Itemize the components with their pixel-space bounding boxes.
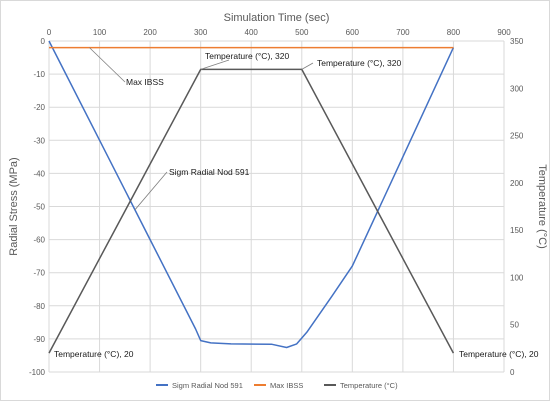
legend-label: Temperature (°C) <box>340 381 398 390</box>
left-tick-label: -100 <box>29 368 46 377</box>
annotation-label: Max IBSS <box>126 77 164 87</box>
right-tick-label: 100 <box>510 273 524 282</box>
annotation-label: Temperature (°C), 20 <box>54 349 134 359</box>
top-tick-label: 0 <box>47 28 52 37</box>
annotation-label: Temperature (°C), 320 <box>205 51 289 61</box>
top-tick-label: 700 <box>396 28 410 37</box>
top-tick-label: 600 <box>346 28 360 37</box>
annotation-leader-line <box>134 171 168 211</box>
left-tick-label: -20 <box>33 103 45 112</box>
temperature-series-line <box>48 68 455 354</box>
left-tick-label: 0 <box>41 37 46 46</box>
legend-label: Sigm Radial Nod 591 <box>172 381 243 390</box>
annotation-label: Sigm Radial Nod 591 <box>169 167 250 177</box>
top-tick-label: 900 <box>497 28 511 37</box>
left-tick-label: -60 <box>33 236 45 245</box>
left-tick-label: -10 <box>33 70 45 79</box>
left-tick-label: -80 <box>33 302 45 311</box>
top-tick-label: 400 <box>245 28 259 37</box>
right-tick-label: 300 <box>510 84 524 93</box>
left-tick-label: -70 <box>33 269 45 278</box>
top-axis-title: Simulation Time (sec) <box>224 12 330 24</box>
top-tick-label: 800 <box>447 28 461 37</box>
top-tick-label: 200 <box>143 28 157 37</box>
annotation-label: Temperature (°C), 20 <box>459 349 539 359</box>
left-tick-label: -90 <box>33 335 45 344</box>
annotation-leader-line <box>301 62 314 70</box>
right-tick-label: 350 <box>510 37 524 46</box>
right-tick-label: 200 <box>510 179 524 188</box>
left-tick-label: -40 <box>33 169 45 178</box>
stress-series-line <box>48 40 455 349</box>
left-axis-title: Radial Stress (MPa) <box>8 157 20 255</box>
annotation-leader-line <box>89 47 126 83</box>
right-tick-label: 0 <box>510 368 515 377</box>
right-tick-label: 250 <box>510 132 524 141</box>
annotation-leader-line <box>200 59 230 70</box>
top-tick-label: 500 <box>295 28 309 37</box>
left-tick-label: -50 <box>33 203 45 212</box>
right-tick-label: 50 <box>510 321 519 330</box>
top-tick-label: 100 <box>93 28 107 37</box>
top-tick-label: 300 <box>194 28 208 37</box>
left-tick-label: -30 <box>33 136 45 145</box>
right-axis-title: Temperature (°C) <box>536 164 548 248</box>
annotation-label: Temperature (°C), 320 <box>317 58 401 68</box>
legend-label: Max IBSS <box>270 381 303 390</box>
right-tick-label: 150 <box>510 226 524 235</box>
